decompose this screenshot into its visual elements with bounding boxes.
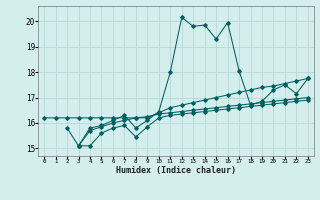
X-axis label: Humidex (Indice chaleur): Humidex (Indice chaleur) [116, 166, 236, 175]
